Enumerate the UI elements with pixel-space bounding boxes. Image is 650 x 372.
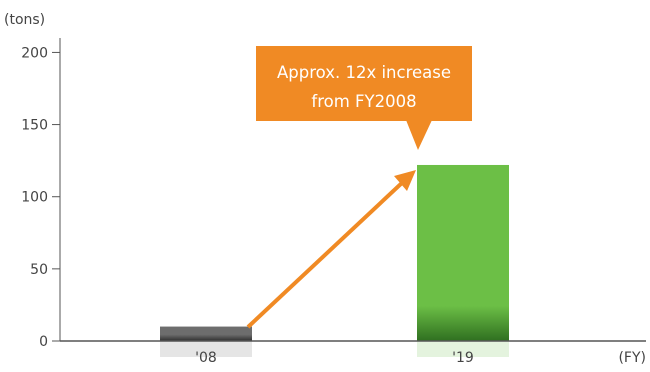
y-axis-unit-label: (tons)	[4, 12, 45, 28]
y-tick-label: 150	[21, 118, 48, 134]
increase-arrow	[246, 170, 416, 329]
callout-line-2: from FY2008	[311, 92, 416, 111]
callout-box	[256, 46, 472, 121]
y-tick-label: 100	[21, 190, 48, 206]
bar-reflection	[417, 341, 509, 357]
callout-pointer	[406, 120, 432, 150]
increase-callout: Approx. 12x increase from FY2008	[256, 46, 472, 150]
bar-0	[160, 326, 252, 341]
x-axis-unit-label: (FY)	[618, 350, 646, 366]
y-tick-label: 200	[21, 45, 48, 61]
bar-1	[417, 164, 509, 341]
y-tick-label: 50	[30, 262, 48, 278]
y-axis-ticks: 0 50 100 150 200	[21, 45, 60, 350]
y-tick-label: 0	[39, 334, 48, 350]
x-category-label: '08	[195, 350, 217, 366]
x-axis-labels: '08 '19	[195, 350, 474, 366]
x-category-label: '19	[452, 350, 474, 366]
bar-reflection	[160, 341, 252, 357]
callout-line-1: Approx. 12x increase	[277, 63, 451, 82]
bars	[160, 164, 509, 357]
